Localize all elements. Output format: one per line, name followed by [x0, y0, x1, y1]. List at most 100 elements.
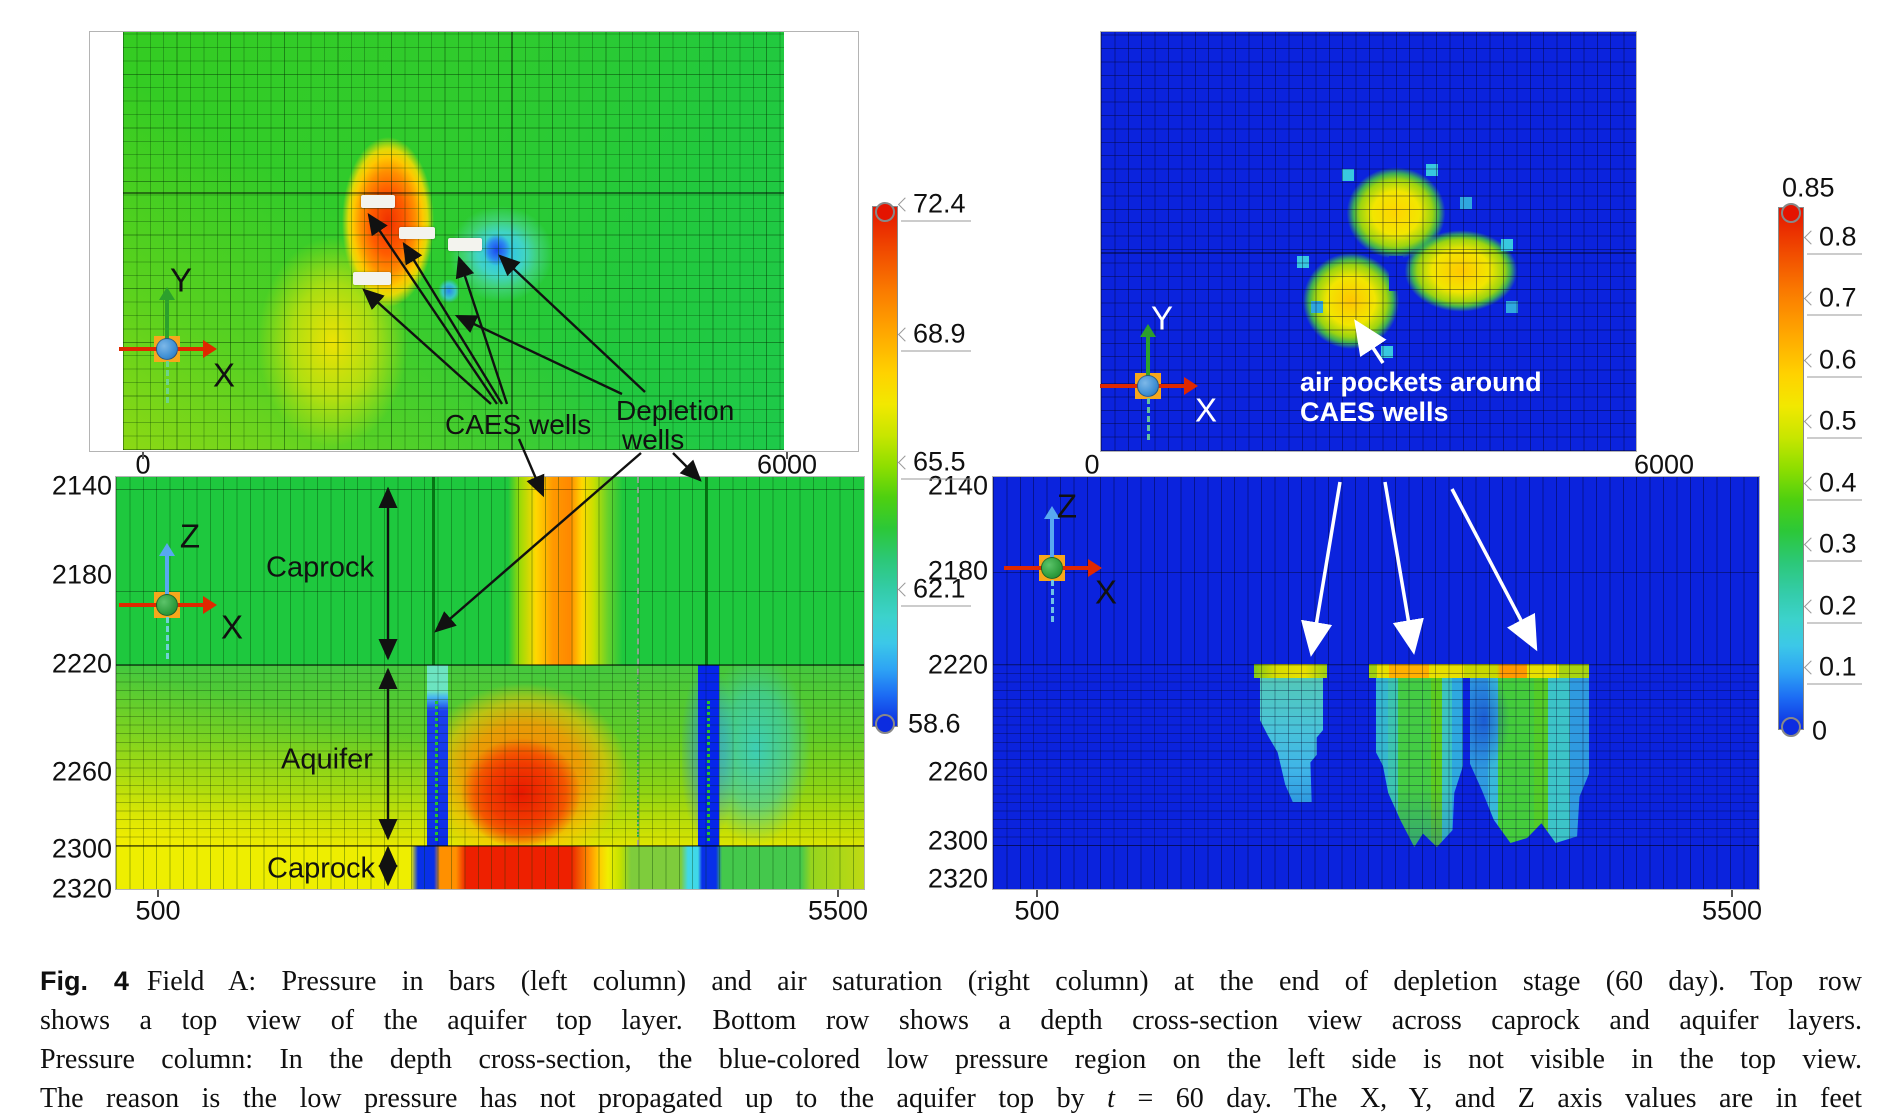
axis-y-dashed [1147, 398, 1150, 440]
caes-well-marker [361, 195, 395, 208]
pressure-depth-panel [115, 476, 865, 890]
colorbar-tick-label: 65.5 [901, 447, 971, 480]
layer-boundary [116, 664, 864, 666]
well-line [705, 477, 708, 665]
depletion-wells-label: Depletion wells [616, 396, 734, 454]
axis-tick [142, 452, 144, 459]
gridline [116, 591, 864, 592]
well-line [432, 477, 435, 665]
caprock-bottom-layer [116, 846, 864, 889]
max-saturation-marker [1781, 203, 1801, 223]
caes-well-marker [353, 272, 391, 285]
caption-text-3: Pressure column: In the depth cross-sect… [40, 1044, 1862, 1075]
figure-caption: Fig. 4 Field A: Pressure in bars (left co… [40, 962, 1862, 1118]
min-saturation-marker [1781, 717, 1801, 737]
colorbar-tick-label: 0.7 [1807, 283, 1862, 316]
cyan-cell [1426, 164, 1438, 176]
y-tick-label: 2220 [927, 649, 988, 680]
axis-z-arrowhead [1044, 506, 1060, 519]
y-tick-label: 2260 [51, 756, 112, 787]
axis-origin-dot [156, 594, 178, 616]
colorbar-tick-label: 0.3 [1807, 529, 1862, 562]
x-tick-label: 0 [135, 449, 151, 480]
axis-x-arrowhead [203, 596, 217, 614]
colorbar-tick-label: 0 [1812, 715, 1828, 746]
colorbar-tick-label: 58.6 [908, 708, 961, 739]
axis-y-dashed [166, 361, 169, 403]
colorbar-tick-label: 0.2 [1807, 591, 1862, 624]
monitor-well-line [637, 477, 639, 846]
pressure-top-view-panel [89, 31, 859, 452]
saturation-colorbar-gradient [1778, 207, 1804, 730]
caption-line-2: shows a top view of the aquifer top laye… [40, 1001, 1862, 1040]
caes-well-marker [448, 238, 482, 251]
colorbar-tick-label: 62.1 [901, 574, 971, 607]
caption-text-2: shows a top view of the aquifer top laye… [40, 1005, 1862, 1036]
axis-x-arrowhead [203, 340, 217, 358]
axis-z-arrow [1050, 518, 1054, 558]
axis-y-arrow [165, 299, 169, 339]
axis-label-z: Z [179, 517, 201, 555]
x-tick-label: 0 [1084, 449, 1100, 480]
depletion-label-line2: wells [622, 424, 685, 455]
caes-wells-label: CAES wells [445, 409, 592, 440]
axis-tick [837, 890, 839, 897]
cyan-cell [1501, 239, 1513, 251]
y-tick-label: 2320 [51, 873, 112, 904]
colorbar-tick-label: 72.4 [901, 189, 971, 222]
cyan-cell [1506, 301, 1518, 313]
caption-text-4a: The reason is the low pressure has not p… [40, 1083, 1108, 1114]
caprock-bottom-label: Caprock [267, 852, 375, 885]
axis-tick [1036, 890, 1038, 897]
grid-overlay [993, 846, 1759, 889]
major-gridline [123, 192, 784, 194]
perforation-dots [435, 701, 438, 841]
axis-x-arrowhead [1184, 377, 1198, 395]
axis-y-arrow [1146, 336, 1150, 376]
x-tick-label: 500 [135, 895, 181, 926]
grid-overlay [116, 846, 864, 889]
colorbar-tick-label: 0.4 [1807, 468, 1862, 501]
grid-overlay [993, 665, 1759, 846]
blob-notch [1389, 256, 1403, 291]
grid-overlay [993, 477, 1759, 665]
colorbar-tick-label: 0.6 [1807, 345, 1862, 378]
axis-z-dashed [166, 617, 169, 659]
cyan-cell [1311, 301, 1323, 313]
cyan-cell [1342, 169, 1354, 181]
major-gridline [511, 32, 513, 450]
layer-boundary [993, 845, 1759, 846]
min-pressure-marker [875, 714, 895, 734]
axis-tick [157, 890, 159, 897]
grid-overlay [116, 665, 864, 846]
layer-boundary [116, 845, 864, 847]
air-pocket-blob [1286, 157, 1521, 357]
axis-label-x: X [220, 608, 244, 646]
y-tick-label: 2300 [927, 825, 988, 856]
y-tick-label: 2140 [51, 470, 112, 501]
axis-tick [1731, 890, 1733, 897]
axis-origin-dot [156, 338, 178, 360]
y-tick-label: 2320 [927, 863, 988, 894]
air-plume-top-strip [1369, 664, 1589, 678]
axis-origin-dot [1041, 557, 1063, 579]
air-pockets-line1: air pockets around [1300, 367, 1542, 397]
perforation-dots [637, 677, 639, 837]
gridline [116, 489, 864, 490]
x-tick-label: 5500 [1701, 895, 1763, 926]
x-tick-label: 500 [1014, 895, 1060, 926]
axis-z-dashed [1051, 580, 1054, 622]
colorbar-max-label: 0.85 [1782, 172, 1835, 203]
axis-y-arrowhead [159, 287, 175, 300]
caption-line-3: Pressure column: In the depth cross-sect… [40, 1040, 1862, 1079]
air-pockets-line2: CAES wells [1300, 397, 1449, 427]
colorbar-tick-label: 0.8 [1807, 222, 1862, 255]
x-tick-label: 6000 [1633, 449, 1695, 480]
axis-y-arrowhead [1140, 324, 1156, 337]
axis-label-x: X [212, 356, 236, 394]
axis-label-y: Y [1150, 299, 1174, 337]
axis-label-x: X [1194, 391, 1218, 429]
pressure-colorbar-gradient [872, 206, 898, 727]
axis-x-arrowhead [1088, 559, 1102, 577]
